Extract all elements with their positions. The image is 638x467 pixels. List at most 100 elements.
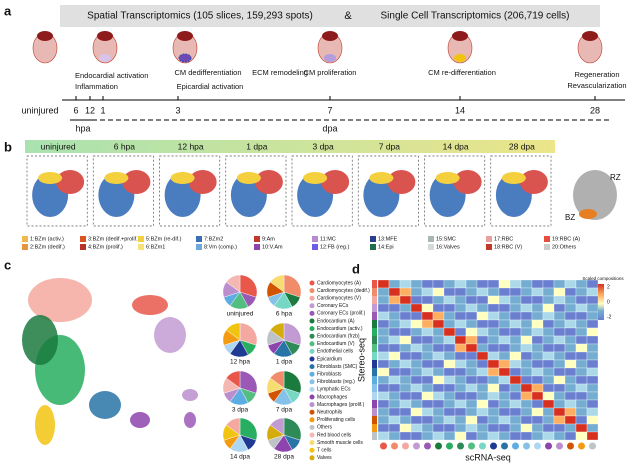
legend-swatch: [486, 244, 492, 250]
legend-dot: [309, 447, 315, 453]
heatmap-cell: [476, 295, 489, 305]
heatmap-cell: [476, 391, 489, 401]
label: d: [352, 261, 360, 276]
heatmap-cell: [542, 327, 555, 337]
label: 1: [100, 105, 105, 115]
label: 14: [455, 105, 465, 115]
heatmap-cell: [465, 407, 478, 417]
legend-dot: [309, 455, 315, 461]
legend-swatch: [370, 244, 376, 250]
heatmap-cell: [520, 415, 533, 425]
row-color: [372, 344, 377, 352]
heatmap-cell: [564, 391, 577, 401]
heatmap-cell: [531, 415, 544, 425]
heatmap-cell: [531, 391, 544, 401]
heatmap-cell: [377, 359, 390, 369]
label: 9:Am: [262, 236, 275, 242]
col-color: [567, 442, 574, 450]
heatmap-cell: [454, 303, 467, 313]
heatmap-cell: [553, 279, 566, 289]
label: uninjured: [41, 141, 76, 151]
heatmap-cell: [476, 359, 489, 369]
label: ECM remodeling: [252, 68, 308, 77]
col-color: [578, 442, 585, 450]
heatmap-cell: [498, 279, 511, 289]
heatmap-cell: [454, 311, 467, 321]
heatmap-cell: [443, 343, 456, 353]
injury: [454, 54, 466, 62]
heatmap-cell: [553, 351, 566, 361]
heatmap-cell: [465, 415, 478, 425]
heatmap-cell: [586, 407, 599, 417]
heatmap-cell: [432, 327, 445, 337]
heatmap-cell: [520, 375, 533, 385]
tissue-atrium: [519, 170, 548, 194]
label: 7 dpa: [276, 407, 293, 414]
heatmap-cell: [586, 351, 599, 361]
legend-dot: [309, 364, 315, 370]
heatmap-cell: [421, 351, 434, 361]
heatmap-cell: [454, 431, 467, 441]
heatmap-cell: [487, 327, 500, 337]
heatmap-cell: [421, 367, 434, 377]
heatmap-cell: [487, 415, 500, 425]
legend-swatch: [22, 236, 28, 242]
heatmap-cell: [443, 287, 456, 297]
heart-top: [97, 31, 113, 41]
heatmap-cell: [443, 303, 456, 313]
heatmap-cell: [575, 343, 588, 353]
heatmap-cell: [498, 351, 511, 361]
heatmap-cell: [575, 375, 588, 385]
legend-dot: [309, 432, 315, 438]
tissue-atrium: [188, 170, 217, 194]
heatmap-cell: [443, 311, 456, 321]
heatmap-cell: [498, 415, 511, 425]
legend-swatch: [138, 244, 144, 250]
pie-slice: [269, 417, 285, 436]
heatmap-cell: [443, 423, 456, 433]
pie-slice: [239, 274, 258, 298]
label: Endocardial activation: [75, 71, 148, 80]
heatmap-cell: [542, 319, 555, 329]
label: Proliferating cells: [317, 417, 356, 423]
heatmap-cell: [542, 303, 555, 313]
heatmap-cell: [476, 343, 489, 353]
label: 20:Others: [552, 244, 576, 250]
label: 1 dpa: [276, 359, 293, 366]
label: 28: [590, 105, 600, 115]
heatmap-cell: [531, 311, 544, 321]
label: c: [4, 257, 11, 272]
legend-swatch: [80, 236, 86, 242]
heatmap-cell: [377, 319, 390, 329]
colorbar: [598, 284, 604, 320]
heatmap-cell: [531, 287, 544, 297]
legend-swatch: [428, 244, 434, 250]
label: Revascularization: [567, 81, 626, 90]
label: Valves: [317, 455, 332, 461]
label: T cells: [317, 448, 332, 454]
heatmap-cell: [377, 415, 390, 425]
heatmap-cell: [564, 383, 577, 393]
heatmap-cell: [476, 303, 489, 313]
heatmap-cell: [443, 391, 456, 401]
legend-dot: [309, 303, 315, 309]
legend-dot: [309, 295, 315, 301]
heatmap-cell: [498, 431, 511, 441]
heatmap-cell: [454, 415, 467, 425]
pie-slice: [225, 370, 241, 389]
heatmap-cell: [509, 399, 522, 409]
heatmap-cell: [531, 327, 544, 337]
heatmap-cell: [432, 343, 445, 353]
heatmap-cell: [487, 431, 500, 441]
heatmap-cell: [586, 383, 599, 393]
heatmap-cell: [421, 279, 434, 289]
heatmap-cell: [498, 311, 511, 321]
heatmap-cell: [432, 287, 445, 297]
pie-slice: [239, 322, 258, 346]
label: CM re-differentiation: [428, 68, 496, 77]
umap-cluster: [89, 391, 121, 419]
label: 28 dpa: [274, 454, 294, 461]
heatmap-cell: [553, 327, 566, 337]
label: 13:MFE: [378, 236, 398, 242]
label: 17:RBC: [494, 236, 513, 242]
